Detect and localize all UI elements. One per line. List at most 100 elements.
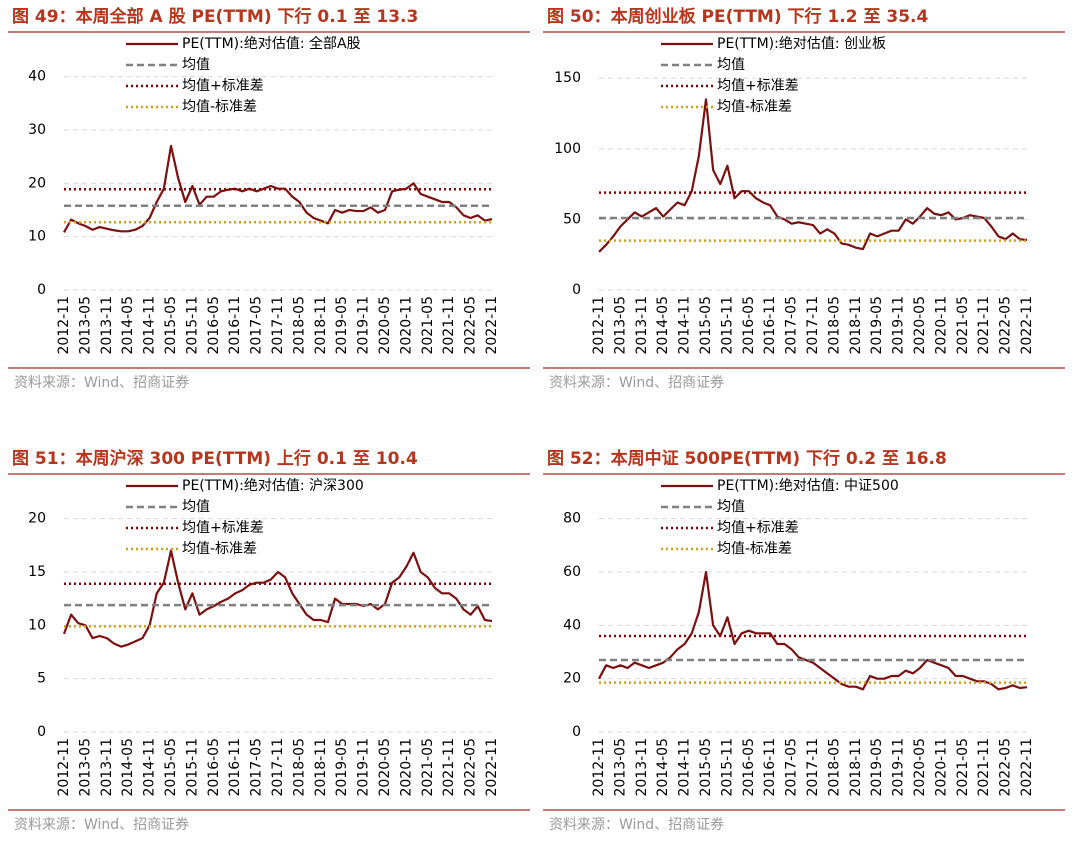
source-note: 资料来源：Wind、招商证券 [14,817,189,833]
source-note: 资料来源：Wind、招商证券 [549,817,724,833]
x-tick-label: 2020-11 [933,738,949,797]
y-tick-label: 5 [37,671,46,687]
y-tick-label: 0 [37,724,46,740]
x-tick-label: 2022-05 [463,738,479,797]
x-tick-label: 2016-05 [206,738,222,797]
x-tick-label: 2021-11 [441,738,457,797]
x-tick-label: 2022-05 [463,296,479,355]
x-tick-label: 2013-05 [77,738,93,797]
y-tick-label: 20 [28,175,46,191]
x-tick-label: 2014-11 [142,296,158,355]
pe-line [62,549,493,648]
y-tick-label: 100 [554,141,581,157]
x-tick-label: 2016-05 [206,296,222,355]
x-tick-label: 2013-05 [612,738,628,797]
x-tick-label: 2017-05 [784,738,800,797]
x-tick-label: 2022-11 [484,738,500,797]
x-tick-label: 2014-05 [655,738,671,797]
x-tick-label: 2019-05 [334,738,350,797]
x-tick-label: 2019-11 [356,296,372,355]
legend-label: 均值-标准差 [182,541,257,557]
x-tick-label: 2018-05 [291,296,307,355]
x-tick-label: 2014-05 [120,296,136,355]
x-tick-label: 2020-05 [912,296,928,355]
legend-label: 均值-标准差 [717,99,792,115]
x-tick-label: 2018-11 [313,738,329,797]
y-tick-label: 150 [554,70,581,86]
x-tick-label: 2019-11 [891,296,907,355]
x-tick-label: 2020-05 [377,738,393,797]
source-note: 资料来源：Wind、招商证券 [14,375,189,391]
x-tick-label: 2015-05 [698,296,714,355]
x-tick-label: 2020-11 [398,296,414,355]
x-tick-label: 2017-05 [784,296,800,355]
y-tick-label: 10 [28,617,46,633]
y-tick-label: 0 [37,282,46,298]
x-tick-label: 2014-05 [120,738,136,797]
legend-label: 均值 [717,57,745,73]
legend-label: PE(TTM):绝对估值: 中证500 [717,478,899,494]
x-tick-label: 2013-11 [99,296,115,355]
x-tick-label: 2014-05 [655,296,671,355]
legend-label: 均值-标准差 [182,99,257,115]
x-tick-label: 2018-11 [848,738,864,797]
x-tick-label: 2015-11 [184,738,200,797]
pe-line [598,570,1028,691]
x-tick-label: 2020-05 [377,296,393,355]
legend-label: 均值+标准差 [182,78,264,94]
x-tick-label: 2021-11 [441,296,457,355]
x-tick-label: 2014-11 [677,296,693,355]
x-tick-label: 2012-11 [591,296,607,355]
x-tick-label: 2022-05 [998,296,1014,355]
x-tick-label: 2018-05 [826,296,842,355]
legend-label: 均值+标准差 [182,520,264,536]
x-tick-label: 2019-11 [356,738,372,797]
x-tick-label: 2017-11 [805,738,821,797]
x-tick-label: 2017-11 [270,296,286,355]
x-tick-label: 2020-11 [933,296,949,355]
y-tick-label: 60 [563,564,581,580]
y-tick-label: 40 [563,617,581,633]
y-tick-label: 80 [563,511,581,527]
y-tick-label: 10 [28,229,46,245]
x-tick-label: 2012-11 [591,738,607,797]
x-tick-label: 2018-11 [848,296,864,355]
x-tick-label: 2012-11 [56,738,72,797]
chart-title: 图 51：本周沪深 300 PE(TTM) 上行 0.1 至 10.4 [12,448,418,469]
legend-label: 均值 [182,499,210,515]
x-tick-label: 2016-11 [227,296,243,355]
x-tick-label: 2014-11 [677,738,693,797]
y-tick-label: 20 [563,671,581,687]
chart-title: 图 49：本周全部 A 股 PE(TTM) 下行 0.1 至 13.3 [12,6,418,27]
x-tick-label: 2022-11 [484,296,500,355]
x-tick-label: 2019-05 [334,296,350,355]
y-tick-label: 15 [28,564,46,580]
x-tick-label: 2019-05 [869,296,885,355]
x-tick-label: 2017-05 [249,738,265,797]
x-tick-label: 2016-11 [227,738,243,797]
pe-line [598,98,1028,253]
x-tick-label: 2019-05 [869,738,885,797]
x-tick-label: 2021-05 [955,296,971,355]
legend-label: 均值+标准差 [717,520,799,536]
x-tick-label: 2018-11 [313,296,329,355]
x-tick-label: 2015-11 [184,296,200,355]
legend-label: 均值 [182,57,210,73]
chart-panel: 图 51：本周沪深 300 PE(TTM) 上行 0.1 至 10.4 资料来源：… [8,448,530,833]
legend-label: PE(TTM):绝对估值: 沪深300 [182,478,364,494]
x-tick-label: 2016-05 [741,738,757,797]
x-tick-label: 2013-11 [99,738,115,797]
x-tick-label: 2021-05 [420,296,436,355]
x-tick-label: 2021-05 [420,738,436,797]
legend-label: 均值 [717,499,745,515]
x-tick-label: 2015-05 [698,738,714,797]
chart-panel: 图 49：本周全部 A 股 PE(TTM) 下行 0.1 至 13.3 资料来源：… [8,6,530,391]
legend-label: PE(TTM):绝对估值: 创业板 [717,36,886,52]
x-tick-label: 2015-11 [719,738,735,797]
x-tick-label: 2017-11 [805,296,821,355]
source-note: 资料来源：Wind、招商证券 [549,375,724,391]
x-tick-label: 2021-05 [955,738,971,797]
x-tick-label: 2021-11 [976,738,992,797]
x-tick-label: 2015-11 [719,296,735,355]
